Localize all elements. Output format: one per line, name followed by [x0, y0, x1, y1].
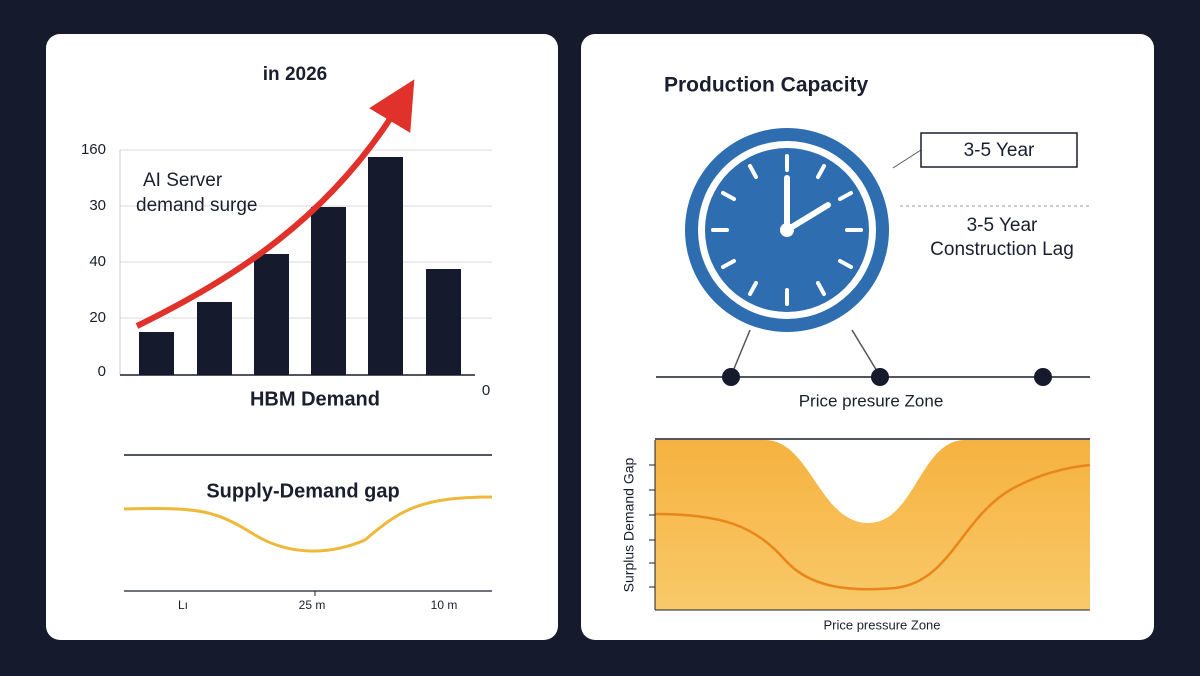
- y-label: 40: [89, 253, 106, 270]
- right-title: Production Capacity: [664, 74, 869, 97]
- y-label: 160: [81, 141, 106, 158]
- chart-x-label: Price pressure Zone: [823, 617, 940, 632]
- right-ticks: [649, 464, 655, 588]
- area: [655, 440, 1090, 610]
- annotation: demand surge: [136, 195, 257, 216]
- leader: [892, 149, 922, 169]
- y-label: 30: [89, 197, 106, 214]
- annotation: AI Server: [143, 170, 223, 191]
- x-end-label: 0: [482, 382, 490, 399]
- y-labels: 160 30 40 20 0: [81, 141, 106, 380]
- lag-label: Construction Lag: [930, 239, 1074, 260]
- dots: [722, 368, 1052, 386]
- left-title: in 2026: [263, 64, 327, 85]
- x-title: HBM Demand: [250, 388, 380, 410]
- year-box: [920, 132, 1078, 168]
- box-label: 3-5 Year: [964, 140, 1035, 161]
- gap-title: Supply-Demand gap: [206, 480, 399, 502]
- grid: [120, 149, 492, 319]
- gap-x-labels: Lı 25 m 10 m: [178, 598, 457, 612]
- trend-arrow: [135, 79, 415, 329]
- y-label: 0: [98, 363, 106, 380]
- y-label: 20: [89, 309, 106, 326]
- bars: [139, 157, 461, 375]
- gap-curve: [123, 495, 493, 553]
- gap-x-label: 25 m: [299, 598, 326, 612]
- orange-curve: [654, 463, 1091, 591]
- gap-x-label: 10 m: [431, 598, 458, 612]
- left-card: [46, 34, 558, 640]
- chart-y-label: Surplus Demand Gap: [621, 457, 637, 592]
- clock: [685, 128, 889, 377]
- lag-label: 3-5 Year: [967, 215, 1038, 236]
- gap-x-label: Lı: [178, 598, 188, 612]
- zone-label: Price presure Zone: [799, 391, 944, 410]
